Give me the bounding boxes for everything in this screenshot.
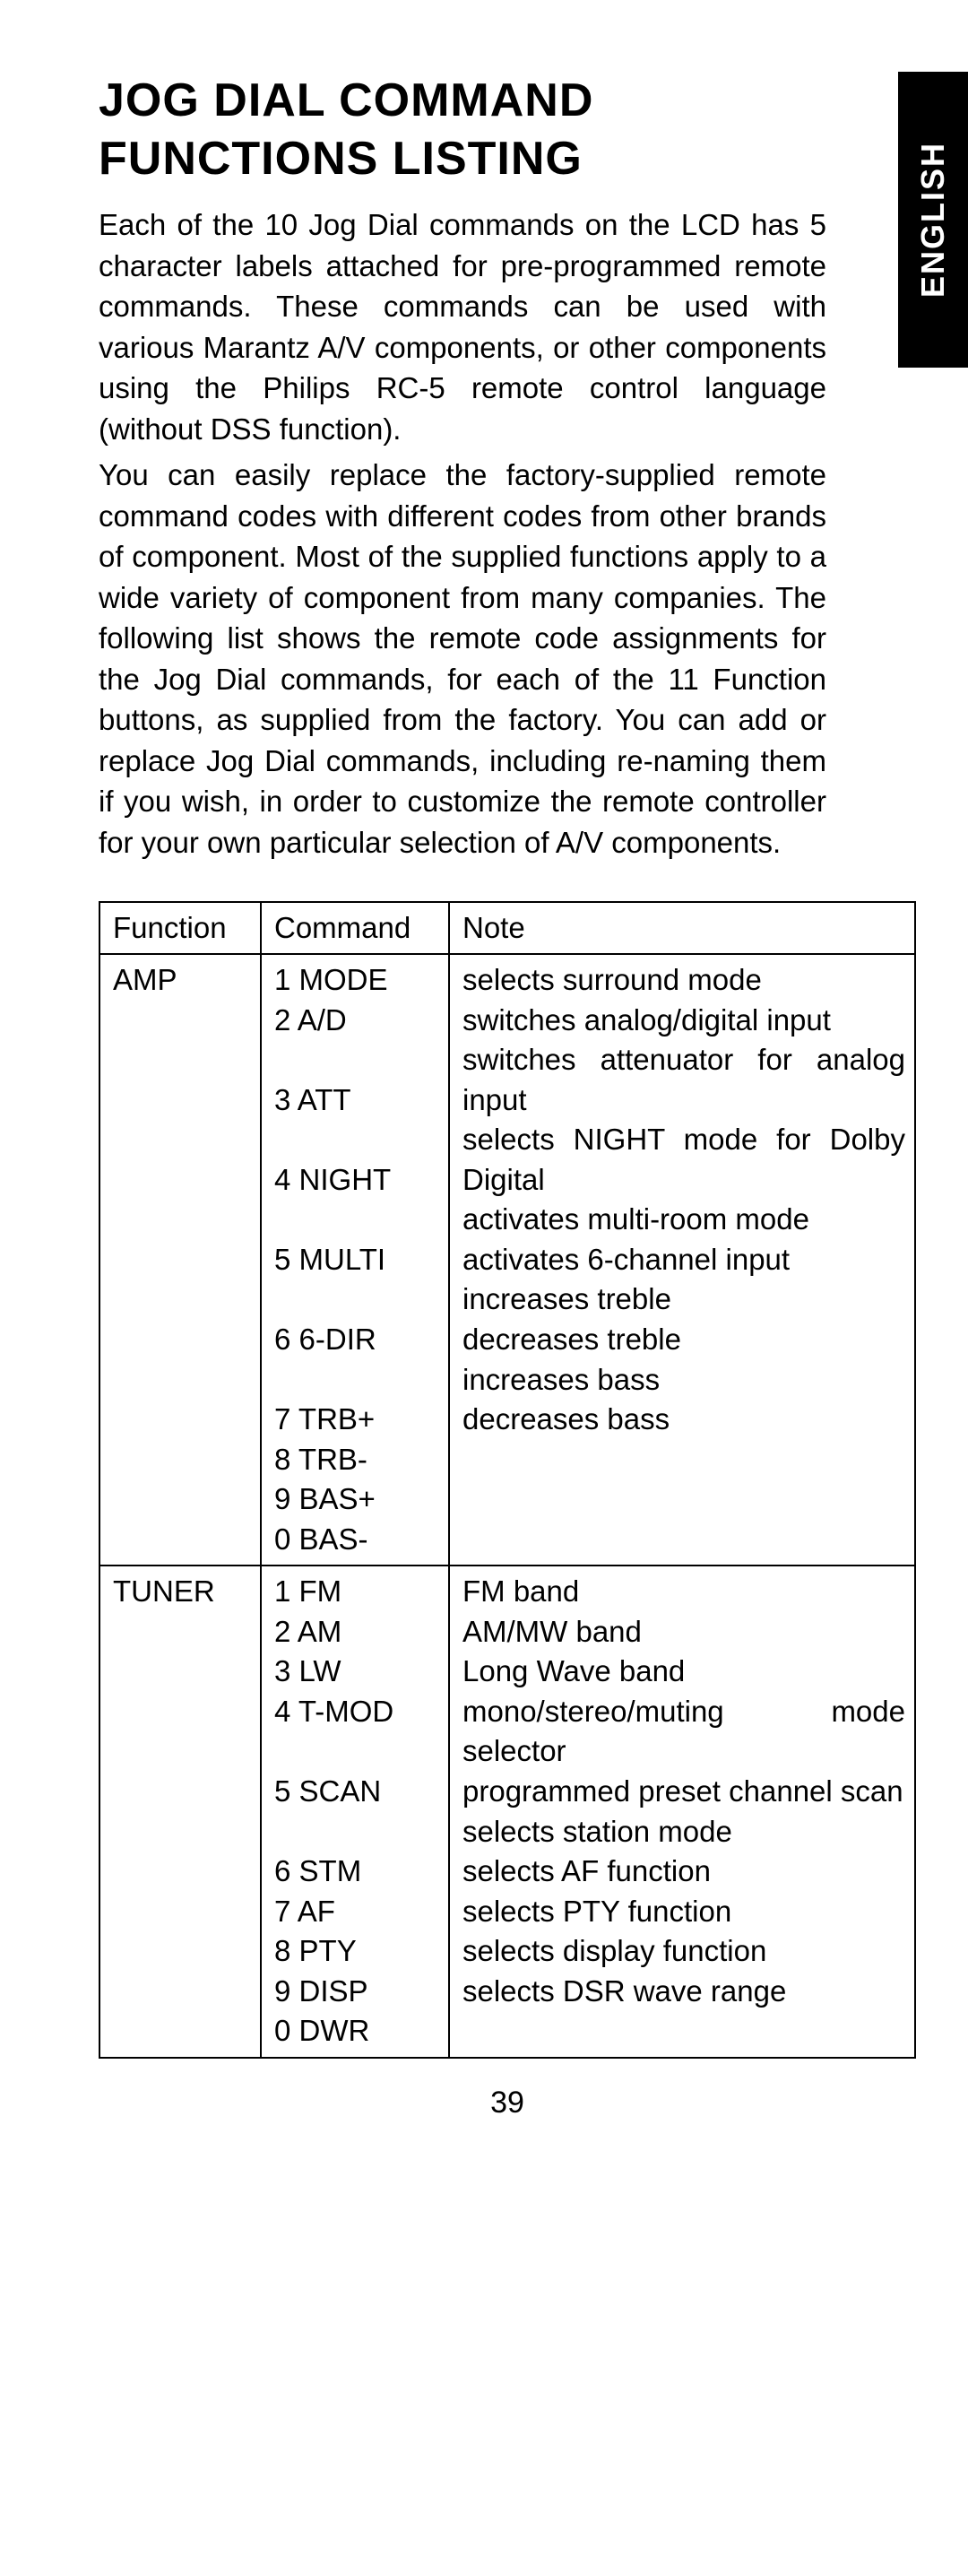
header-function: Function: [99, 902, 261, 955]
page: ENGLISH JOG DIAL COMMAND FUNCTIONS LISTI…: [0, 0, 968, 2156]
note-text: increases bass: [462, 1360, 905, 1401]
command-label: 1 FM: [274, 1572, 439, 1612]
command-label: 0 DWR: [274, 2011, 439, 2051]
command-cell: 1 MODE2 A/D 3 ATT 4 NIGHT 5 MULTI 6 6-DI…: [261, 954, 449, 1566]
note-text: selects display function: [462, 1931, 905, 1972]
note-text: increases treble: [462, 1279, 905, 1320]
table-header-row: Function Command Note: [99, 902, 915, 955]
note-text: switches attenuator for analog input: [462, 1040, 905, 1120]
command-label: 7 TRB+: [274, 1400, 439, 1440]
command-table: Function Command Note AMP1 MODE2 A/D 3 A…: [99, 901, 916, 2059]
command-label: 9 BAS+: [274, 1479, 439, 1520]
header-note: Note: [449, 902, 915, 955]
note-text: selects surround mode: [462, 960, 905, 1001]
command-spacer: [274, 1812, 439, 1852]
command-label: 6 STM: [274, 1852, 439, 1892]
command-cell: 1 FM2 AM3 LW4 T-MOD 5 SCAN 6 STM7 AF8 PT…: [261, 1566, 449, 2058]
command-label: 6 6-DIR: [274, 1320, 439, 1360]
command-label: 8 TRB-: [274, 1440, 439, 1480]
language-tab: ENGLISH: [898, 72, 968, 368]
command-spacer: [274, 1040, 439, 1080]
command-label: 1 MODE: [274, 960, 439, 1001]
note-text: selects PTY function: [462, 1892, 905, 1932]
note-text: Long Wave band: [462, 1652, 905, 1692]
page-number: 39: [99, 2086, 916, 2121]
header-command: Command: [261, 902, 449, 955]
paragraph-1: Each of the 10 Jog Dial commands on the …: [99, 204, 916, 449]
command-label: 5 SCAN: [274, 1772, 439, 1812]
command-label: 9 DISP: [274, 1972, 439, 2012]
table-row: AMP1 MODE2 A/D 3 ATT 4 NIGHT 5 MULTI 6 6…: [99, 954, 915, 1566]
note-text: selects AF function: [462, 1852, 905, 1892]
command-label: 5 MULTI: [274, 1240, 439, 1280]
note-text: decreases treble: [462, 1320, 905, 1360]
note-text: decreases bass: [462, 1400, 905, 1440]
command-label: 2 A/D: [274, 1001, 439, 1041]
note-text: AM/MW band: [462, 1612, 905, 1652]
note-text: selects station mode: [462, 1812, 905, 1852]
command-spacer: [274, 1120, 439, 1160]
command-label: 8 PTY: [274, 1931, 439, 1972]
note-text: activates multi-room mode: [462, 1200, 905, 1240]
paragraph-2: You can easily replace the factory-suppl…: [99, 455, 916, 863]
note-cell: FM bandAM/MW bandLong Wave bandmono/ster…: [449, 1566, 915, 2058]
note-text: programmed preset channel scan: [462, 1772, 905, 1812]
function-cell: AMP: [99, 954, 261, 1566]
note-text: mono/stereo/muting mode selector: [462, 1692, 905, 1772]
page-title: JOG DIAL COMMAND FUNCTIONS LISTING: [99, 72, 916, 188]
command-spacer: [274, 1200, 439, 1240]
command-label: 0 BAS-: [274, 1520, 439, 1560]
note-cell: selects surround modeswitches analog/dig…: [449, 954, 915, 1566]
command-label: 2 AM: [274, 1612, 439, 1652]
note-text: selects DSR wave range: [462, 1972, 905, 2012]
note-text: activates 6-channel input: [462, 1240, 905, 1280]
command-spacer: [274, 1731, 439, 1772]
note-text: FM band: [462, 1572, 905, 1612]
command-label: 7 AF: [274, 1892, 439, 1932]
command-label: 4 T-MOD: [274, 1692, 439, 1732]
table-row: TUNER1 FM2 AM3 LW4 T-MOD 5 SCAN 6 STM7 A…: [99, 1566, 915, 2058]
command-label: 4 NIGHT: [274, 1160, 439, 1201]
note-text: switches analog/digital input: [462, 1001, 905, 1041]
note-text: selects NIGHT mode for Dolby Digital: [462, 1120, 905, 1200]
function-cell: TUNER: [99, 1566, 261, 2058]
command-spacer: [274, 1360, 439, 1401]
command-label: 3 ATT: [274, 1080, 439, 1121]
command-label: 3 LW: [274, 1652, 439, 1692]
language-label: ENGLISH: [914, 142, 952, 298]
command-spacer: [274, 1279, 439, 1320]
